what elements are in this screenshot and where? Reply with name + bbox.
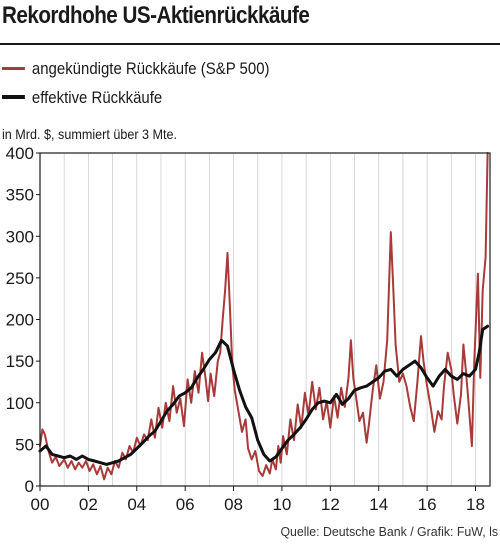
source-note: Quelle: Deutsche Bank / Grafik: FuW, ls (280, 524, 498, 539)
y-tick-label: 100 (6, 394, 34, 413)
x-tick-label: 14 (369, 495, 388, 514)
plot-frame (39, 152, 491, 487)
legend-swatch-effective (2, 95, 25, 99)
x-tick-label: 06 (176, 495, 195, 514)
grid-layer (63, 153, 476, 486)
y-tick-label: 350 (6, 186, 34, 205)
x-tick-label: 16 (418, 495, 437, 514)
title-rule (0, 43, 500, 45)
y-tick-label: 50 (15, 435, 34, 454)
x-tick-label: 00 (31, 495, 50, 514)
legend-label-announced: angekündigte Rückkäufe (S&P 500) (31, 59, 270, 78)
y-tick-label: 300 (6, 227, 34, 246)
x-tick-label: 02 (79, 495, 98, 514)
axis-layer: 0 50 100 150 200 250 300 350 400 00 02 04 06 08 10 12 14… (6, 144, 485, 514)
y-tick-label: 200 (6, 311, 34, 330)
y-tick-label: 150 (6, 352, 34, 371)
chart-title: Rekordhohe US-Aktienrückkäufe (2, 2, 310, 29)
y-tick-label: 250 (6, 269, 34, 288)
series-line-announced (39, 152, 489, 481)
x-tick-label: 10 (272, 495, 291, 514)
x-tick-label: 08 (224, 495, 243, 514)
y-tick-label: 0 (25, 477, 34, 496)
legend-label-effective: effektive Rückkäufe (31, 88, 163, 107)
series-layer (38, 152, 490, 481)
legend-swatch-announced (2, 67, 25, 70)
series-line-effective (38, 324, 490, 466)
x-tick-label: 12 (321, 495, 340, 514)
x-tick-label: 04 (127, 495, 146, 514)
x-tick-label: 18 (466, 495, 485, 514)
y-axis-unit-label: in Mrd. $, summiert über 3 Mte. (2, 126, 178, 142)
y-tick-label: 400 (6, 144, 34, 163)
